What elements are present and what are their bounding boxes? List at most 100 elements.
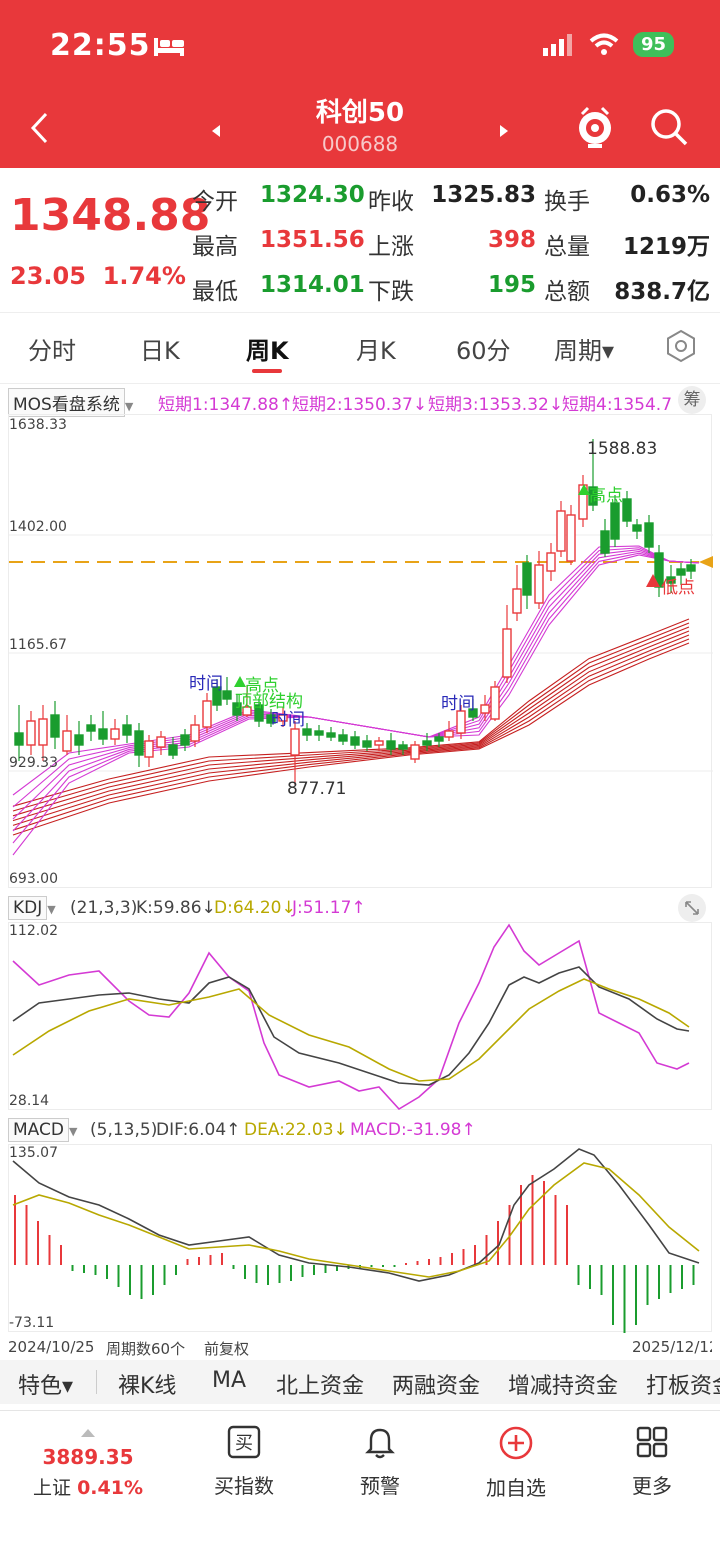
high-point-2: 高点 <box>589 486 623 506</box>
next-stock-icon[interactable] <box>498 124 510 138</box>
kdj-y-min: 28.14 <box>9 1093 50 1109</box>
nav-add-watchlist[interactable]: 加自选 <box>456 1425 576 1501</box>
candles <box>14 439 696 785</box>
quote-value: 838.7亿 <box>614 279 710 305</box>
nav-alert[interactable]: 预警 <box>320 1425 440 1499</box>
macd-svg <box>12 1148 700 1333</box>
short-ma-bands <box>12 545 700 856</box>
short-line-4: 短期4:1354.7 <box>562 395 673 415</box>
quote-value: 1325.83 <box>431 182 536 208</box>
high-point-1: 高点 <box>245 676 279 696</box>
bed-icon <box>154 38 184 56</box>
quote-label: 昨收 <box>368 189 414 215</box>
tab-period-dropdown[interactable]: 周期▾ <box>554 337 615 365</box>
bottom-nav: 3889.35 上证 0.41% 买 买指数 预警 加 <box>0 1410 720 1520</box>
divider <box>96 1370 97 1394</box>
macd-histogram <box>14 1175 695 1333</box>
assistant-icon[interactable] <box>574 104 616 150</box>
signal-icon <box>542 33 572 56</box>
nav-buy-index[interactable]: 买 买指数 <box>184 1425 304 1499</box>
quote-value: 1324.30 <box>260 182 365 208</box>
nav-label: 加自选 <box>486 1476 546 1500</box>
kdj-d: D:64.20↓ <box>214 898 296 918</box>
search-icon[interactable] <box>650 108 688 148</box>
quote-label: 下跌 <box>368 279 414 305</box>
settings-hexagon-icon[interactable] <box>664 329 698 363</box>
min-price-label: 877.71 <box>287 779 347 799</box>
svg-text:买: 买 <box>235 1433 253 1454</box>
feature-ma[interactable]: MA <box>212 1368 247 1393</box>
y-label: 1165.67 <box>9 637 67 653</box>
tab-intraday[interactable]: 分时 <box>28 337 76 365</box>
prev-stock-icon[interactable] <box>210 124 222 138</box>
time-signal-1: 时间 <box>189 674 223 694</box>
adjust-mode: 前复权 <box>204 1340 250 1358</box>
nav-more[interactable]: 更多 <box>592 1425 712 1499</box>
long-ma-bands <box>12 618 690 836</box>
kdj-j: J:51.17↑ <box>292 898 366 918</box>
current-price-marker <box>699 556 713 568</box>
feature-holdings[interactable]: 增减持资金 <box>508 1374 619 1399</box>
feature-margin[interactable]: 两融资金 <box>392 1374 481 1399</box>
index-value: 3889.35 <box>42 1445 134 1469</box>
quote-value: 398 <box>487 227 536 253</box>
chip-distribution-button[interactable]: 筹 <box>678 386 706 414</box>
feature-bare-k[interactable]: 裸K线 <box>118 1374 177 1399</box>
buy-icon: 买 <box>227 1425 261 1459</box>
macd-value: MACD:-31.98↑ <box>350 1120 476 1140</box>
expand-icon[interactable] <box>678 894 706 922</box>
y-label-bottom: 693.00 <box>9 871 58 887</box>
mos-system-selector[interactable]: MOS看盘系统 ▼ <box>8 388 133 417</box>
macd-chart[interactable]: 135.07 -73.11 <box>8 1144 712 1333</box>
period-tabs: 分时 日K 周K 月K 60分 周期▾ <box>0 312 720 384</box>
macd-selector[interactable]: MACD ▼ <box>8 1118 77 1142</box>
quote-value: 1314.01 <box>260 272 365 298</box>
kdj-chart[interactable]: 112.02 28.14 <box>8 922 712 1111</box>
kline-chart[interactable]: 1638.33 1402.00 1165.67 929.33 693.00 15… <box>8 414 713 888</box>
feature-limit-up[interactable]: 打板资金 <box>646 1374 720 1399</box>
short-line-3: 短期3:1353.32↓ <box>428 395 564 415</box>
high-point-arrow-icon <box>578 484 590 495</box>
kline-svg <box>9 439 713 856</box>
quote-value: 1219万 <box>622 234 710 260</box>
stock-code: 000688 <box>321 132 399 156</box>
y-label: 929.33 <box>9 755 58 771</box>
nav-label: 买指数 <box>214 1474 274 1498</box>
nav-label: 预警 <box>360 1474 400 1498</box>
quote-value: 1351.56 <box>260 227 365 253</box>
macd-name: MACD <box>8 1118 69 1142</box>
grid-icon <box>636 1426 668 1458</box>
quote-label: 上涨 <box>368 234 414 260</box>
kdj-k: K:59.86↓ <box>136 898 216 918</box>
time-signal-3: 时间 <box>441 694 475 714</box>
quote-label: 总额 <box>544 279 590 305</box>
feature-bar: 特色▾ 裸K线 MA 北上资金 两融资金 增减持资金 打板资金 <box>0 1360 720 1404</box>
wifi-icon <box>589 33 619 55</box>
end-date: 2025/12/12 <box>632 1338 712 1356</box>
change-value: 23.05 <box>10 262 86 290</box>
status-time: 22:55 <box>50 28 151 63</box>
y-label-top: 1638.33 <box>9 417 67 433</box>
kdj-selector[interactable]: KDJ ▼ <box>8 896 56 920</box>
tab-60min[interactable]: 60分 <box>456 337 511 365</box>
price-change: 23.05 1.74% <box>10 262 186 290</box>
period-count: 周期数60个 <box>106 1340 186 1358</box>
tab-weekly[interactable]: 周K <box>246 337 289 365</box>
quote-label: 今开 <box>192 189 238 215</box>
battery-badge: 95 <box>632 32 674 57</box>
quote-label: 最低 <box>192 279 238 305</box>
tab-monthly[interactable]: 月K <box>356 337 396 365</box>
feature-special[interactable]: 特色▾ <box>18 1374 74 1399</box>
back-icon[interactable] <box>28 112 52 144</box>
time-signal-2: 时间 <box>271 710 305 730</box>
index-ticker[interactable]: 3889.35 上证 0.41% <box>28 1419 148 1500</box>
short-line-2: 短期2:1350.37↓ <box>292 395 428 415</box>
status-right: 95 <box>542 32 674 57</box>
feature-northbound[interactable]: 北上资金 <box>276 1374 365 1399</box>
quote-panel: 1348.88 23.05 1.74% 今开 1324.30 昨收 1325.8… <box>0 168 720 310</box>
max-price-label: 1588.83 <box>587 439 658 459</box>
index-pct: 0.41% <box>77 1477 143 1499</box>
tab-daily[interactable]: 日K <box>140 337 180 365</box>
change-pct: 1.74% <box>102 262 186 290</box>
